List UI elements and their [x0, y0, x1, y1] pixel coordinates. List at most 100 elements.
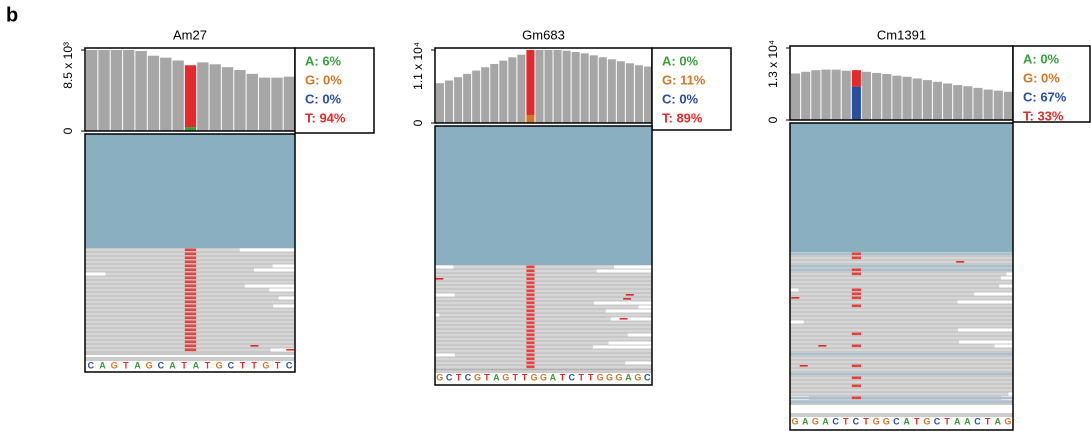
variant-read [185, 345, 196, 348]
sequence-base: G [502, 372, 509, 382]
read-end [435, 266, 453, 269]
coverage-bar [123, 50, 134, 131]
coverage-bar [590, 55, 598, 123]
read-blue-line [790, 353, 1013, 355]
variant-read [185, 253, 196, 256]
coverage-bar [635, 65, 643, 123]
sequence-base: T [843, 416, 849, 426]
sequence-base: A [550, 372, 557, 382]
coverage-bar [472, 71, 480, 123]
sequence-base: A [995, 416, 1002, 426]
coverage-bar [892, 76, 901, 120]
variant-read [185, 257, 196, 260]
variant-read [526, 338, 534, 341]
sequence-base: T [560, 372, 566, 382]
sequence-base: G [812, 416, 819, 426]
coverage-bar [953, 85, 962, 120]
sequence-base: C [644, 372, 651, 382]
composition-label: T: 89% [662, 110, 703, 125]
variant-read [526, 286, 534, 289]
read-end [614, 266, 652, 269]
variant-read [852, 297, 861, 300]
coverage-bar [210, 64, 221, 131]
chart-title: Am27 [173, 27, 207, 42]
variant-read [526, 270, 534, 273]
read-end [273, 265, 295, 268]
read-end [594, 302, 652, 305]
sequence-base: G [146, 360, 153, 370]
variant-read [526, 298, 534, 301]
sequence-base: T [985, 416, 991, 426]
mismatch [791, 297, 799, 299]
variant-read [185, 277, 196, 280]
variant-read [526, 314, 534, 317]
sequence-base: G [111, 360, 118, 370]
read-end [958, 301, 1013, 304]
variant-read [852, 345, 861, 348]
variant-read [852, 305, 861, 308]
coverage-bar [463, 74, 471, 123]
read-end [790, 321, 804, 324]
read-end [625, 362, 652, 365]
composition-label: A: 6% [305, 53, 342, 68]
sequence-base: A [193, 360, 200, 370]
read-end [608, 342, 652, 345]
sequence-base: T [914, 416, 920, 426]
variant-read [185, 305, 196, 308]
read-end [1001, 277, 1013, 280]
variant-read [852, 333, 861, 336]
coverage-bar [811, 70, 820, 120]
reads-blue [85, 134, 295, 248]
coverage-bar [111, 50, 122, 131]
y-tick-label: 1.3 x 10⁴ [766, 40, 780, 88]
composition-label: T: 94% [305, 110, 346, 125]
coverage-bar [481, 67, 489, 123]
sequence-base: C [974, 416, 981, 426]
sequence-base: G [615, 372, 622, 382]
coverage-bar [608, 59, 616, 123]
sequence-base: G [873, 416, 880, 426]
variant-read [185, 269, 196, 272]
coverage-bar [994, 91, 1003, 120]
coverage-bar [499, 61, 507, 123]
read-end [435, 354, 455, 357]
read-end [958, 329, 1013, 332]
variant-read [185, 273, 196, 276]
read-end [639, 306, 652, 309]
coverage-bar [98, 50, 109, 131]
coverage-bar [791, 73, 800, 120]
figure: b Am2708.5 x 10³A: 6%G: 0%C: 0%T: 94%CAG… [0, 0, 1091, 434]
sequence-base: T [251, 360, 257, 370]
coverage-bar [135, 51, 146, 131]
coverage-bar [148, 56, 159, 131]
coverage-bar [599, 57, 607, 123]
variant-read [526, 310, 534, 313]
sequence-base: A [822, 416, 829, 426]
coverage-bar [882, 74, 891, 120]
read-end [790, 289, 798, 292]
variant-segment [526, 115, 534, 123]
variant-read [185, 261, 196, 264]
read-end [1007, 273, 1013, 276]
sequence-base: T [240, 360, 246, 370]
coverage-bar [973, 88, 982, 120]
coverage-bar [563, 51, 571, 123]
coverage-bar [626, 63, 634, 123]
sequence-base: C [893, 416, 900, 426]
coverage-bar [801, 72, 810, 120]
sequence-base: G [540, 372, 547, 382]
y-tick-label: 0 [411, 119, 425, 126]
coverage-bar [872, 73, 881, 120]
variant-read [526, 306, 534, 309]
coverage-bar [943, 83, 952, 120]
variant-read [526, 266, 534, 269]
variant-read [852, 293, 861, 296]
coverage-bar [832, 70, 841, 120]
sequence-base: T [484, 372, 490, 382]
read-end [959, 341, 1013, 344]
variant-read [526, 290, 534, 293]
sequence-base: C [832, 416, 839, 426]
sequence-base: C [853, 416, 860, 426]
variant-read [185, 321, 196, 324]
sequence-base: T [181, 360, 187, 370]
